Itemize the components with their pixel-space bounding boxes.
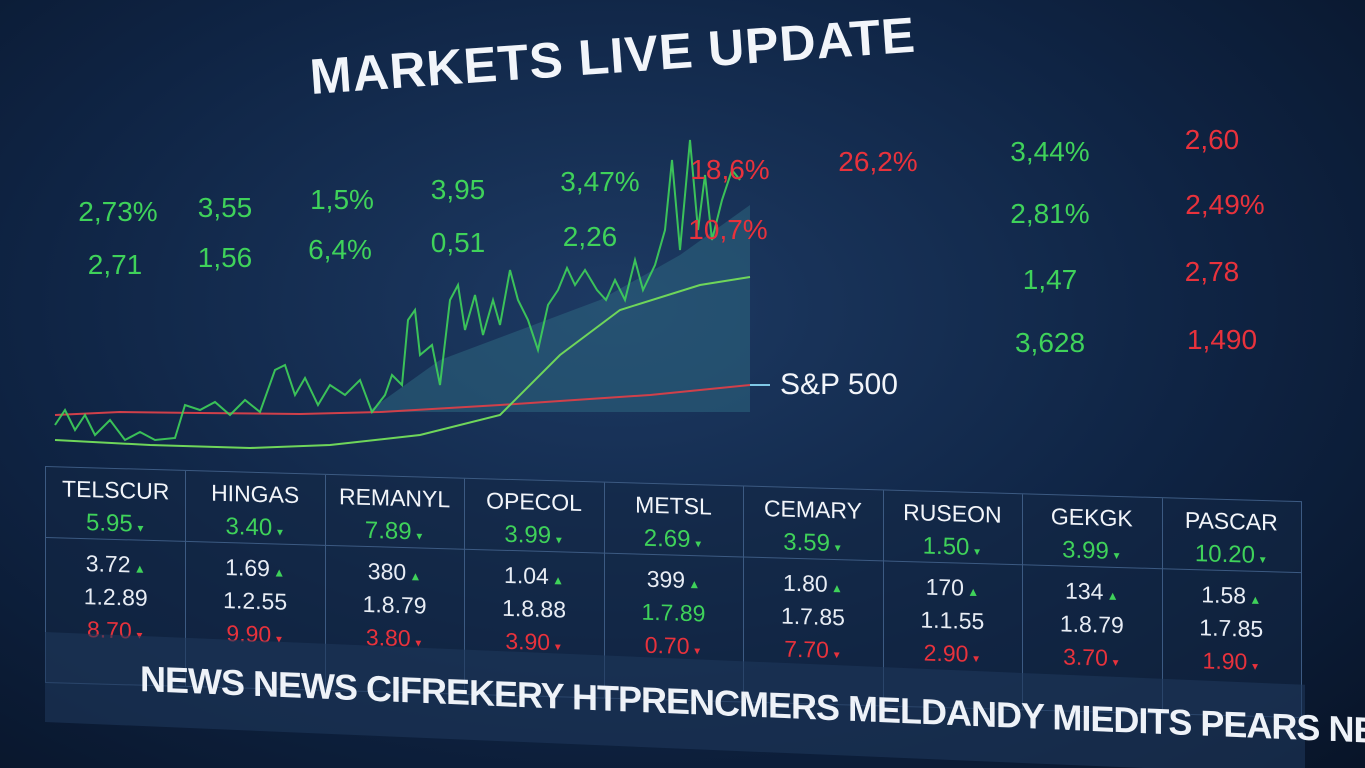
quote: 2,26: [562, 221, 618, 252]
cell-value: 1.04: [464, 561, 603, 592]
column-name: REMANYL: [338, 483, 451, 513]
cell-value: 1.2.55: [223, 586, 288, 615]
quote: 1,56: [197, 242, 253, 273]
column-header: REMANYL 7.89: [324, 474, 465, 550]
cell-value: 1.7.85: [780, 602, 845, 631]
quote: 3,44%: [1010, 136, 1090, 167]
column-header: CEMARY 3.59: [743, 486, 883, 562]
column-name: PASCAR: [1184, 506, 1278, 536]
column-body: 1.041.8.883.90: [464, 555, 603, 664]
cell-value: 1.8.79: [362, 590, 427, 619]
line: [54, 384, 751, 416]
column-quote: 7.89: [325, 516, 464, 548]
cell-value: 1.1.55: [920, 606, 985, 635]
quote: 3,95: [430, 174, 486, 205]
cell-value: 1.8.88: [502, 594, 567, 623]
column-name: RUSEON: [903, 498, 1002, 528]
column-body: 170 1.1.55 2.90: [883, 566, 1022, 675]
quote: 2,78: [1184, 256, 1240, 287]
quote: 26,2%: [838, 146, 918, 177]
cell-value: 3.70: [1022, 642, 1161, 673]
quote: 1,47: [1022, 264, 1078, 295]
cell-value: 1.90: [1162, 646, 1301, 677]
quote: 2,60: [1184, 124, 1240, 155]
cell-value: 3.72: [46, 549, 185, 580]
column-body: 3991.7.890.70: [604, 559, 743, 668]
column-name: OPECOL: [486, 487, 582, 516]
quote: 3,55: [197, 192, 253, 223]
column-quote: 3.40: [185, 512, 324, 544]
line: [54, 276, 751, 450]
column-body: 1.801.7.85 7.70: [743, 563, 882, 672]
cell-value: 1.58: [1162, 580, 1301, 611]
chart-label: S&P 500: [780, 368, 898, 401]
quote: 18,6%: [690, 154, 770, 185]
cell-value: 1.69: [185, 553, 324, 584]
column-quote: 3.59: [743, 528, 882, 560]
quote: 2,71: [87, 249, 143, 280]
column-header: METSL 2.69: [603, 482, 744, 558]
column-header: HINGAS 3.40: [185, 470, 325, 546]
column-quote: 5.95: [46, 508, 185, 540]
column-quote: 3.99: [1022, 535, 1161, 567]
column-header: OPECOL 3.99: [464, 478, 604, 554]
quote: 0,51: [430, 227, 486, 258]
cell-value: 1.2.89: [83, 583, 148, 611]
cell-value: 1.80: [743, 569, 882, 600]
line: [54, 139, 741, 442]
column-body: 134 1.8.79 3.70: [1022, 570, 1161, 679]
quote: 2,49%: [1185, 189, 1265, 220]
column-header: TELSCUR 5.95: [46, 467, 186, 542]
column-name: HINGAS: [211, 479, 300, 509]
column-quote: 2.69: [604, 524, 743, 556]
column-body: 3801.8.793.80: [325, 551, 464, 660]
cell-value: 380: [325, 557, 464, 588]
column-header: GEKGK 3.99: [1022, 494, 1162, 570]
cell-value: 170: [883, 572, 1022, 603]
cell-value: 1.8.79: [1059, 610, 1124, 639]
column-name: METSL: [635, 491, 712, 520]
quote: 1,490: [1186, 324, 1258, 355]
quote: 2,81%: [1010, 198, 1090, 229]
cell-value: 7.70: [743, 635, 882, 666]
column-name: CEMARY: [763, 495, 862, 524]
cell-value: 399: [604, 565, 743, 596]
quote: 3,628: [1014, 327, 1086, 358]
column-quote: 1.50: [883, 531, 1022, 563]
quote: 1,5%: [310, 184, 374, 215]
cell-value: 1.7.85: [1199, 614, 1264, 643]
column-header: RUSEON 1.50: [882, 490, 1023, 566]
cell-value: 1.7.89: [641, 598, 706, 627]
column-quote: 3.99: [464, 520, 603, 552]
quote: 10,7%: [688, 214, 768, 245]
quote: 6,4%: [308, 234, 372, 265]
column-name: GEKGK: [1050, 503, 1133, 532]
column-name: TELSCUR: [62, 475, 170, 505]
column-quote: 10.20: [1162, 539, 1301, 571]
cell-value: 2.90: [883, 638, 1022, 669]
area: [370, 205, 750, 412]
quote: 3,47%: [560, 166, 640, 197]
column-body: 1.58 1.7.85 1.90: [1162, 574, 1301, 683]
column-header: PASCAR 10.20: [1161, 498, 1301, 574]
cell-value: 134: [1022, 576, 1161, 607]
quote: 2,73%: [78, 196, 158, 227]
